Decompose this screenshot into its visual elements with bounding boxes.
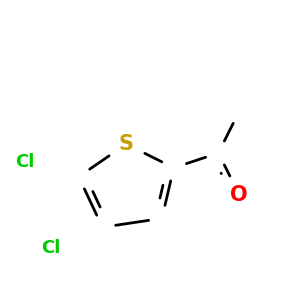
Text: S: S bbox=[119, 134, 134, 154]
Text: Cl: Cl bbox=[15, 153, 34, 171]
Text: O: O bbox=[230, 184, 248, 205]
Text: Cl: Cl bbox=[41, 239, 61, 257]
